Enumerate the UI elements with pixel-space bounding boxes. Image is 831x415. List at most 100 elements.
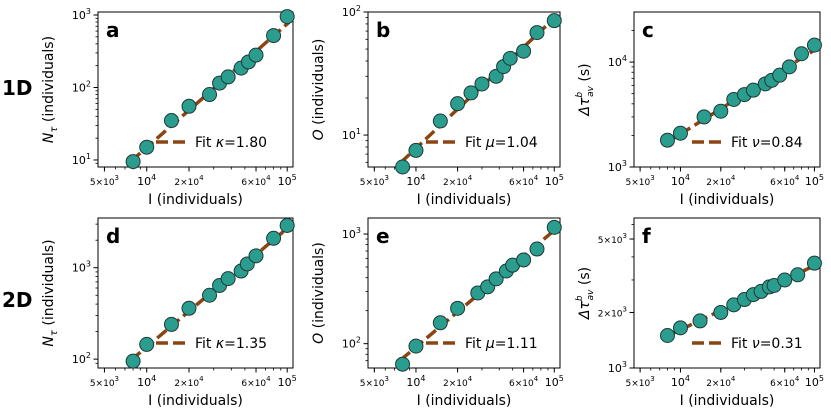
data-point [395, 159, 411, 175]
y-tick-label: 104 [608, 54, 627, 69]
data-point [248, 47, 264, 63]
y-tick-label: 103 [608, 159, 627, 174]
x-tick-label: 6×104 [509, 375, 539, 389]
x-tick-label: 105 [278, 173, 297, 188]
x-axis-label: I (individuals) [680, 192, 775, 208]
x-tick-label: 5×103 [360, 375, 389, 389]
x-tick-label: 105 [278, 374, 297, 389]
panel-letter: d [106, 224, 120, 248]
x-tick-label: 105 [805, 374, 824, 389]
x-axis-label: I (individuals) [148, 192, 243, 208]
data-point [266, 28, 282, 44]
x-axis-label: I (individuals) [680, 393, 775, 409]
plot-frame [633, 217, 821, 369]
data-point [745, 82, 761, 98]
y-tick-label: 103 [342, 226, 361, 241]
data-point [806, 37, 822, 53]
legend-label: Fit ν=0.84 [731, 135, 803, 151]
y-axis-label: Δτbav (s) [575, 267, 596, 320]
y-tick-label: 102 [342, 4, 361, 19]
data-point [790, 267, 806, 283]
x-tick-label: 2×104 [706, 375, 736, 389]
data-point [163, 113, 179, 129]
data-point [395, 356, 411, 372]
data-point [450, 300, 466, 316]
data-point [692, 313, 708, 329]
data-point [181, 300, 197, 316]
data-point [672, 320, 688, 336]
y-axis-label: Δτbav (s) [575, 63, 596, 116]
data-point [181, 98, 197, 114]
data-point [713, 103, 729, 119]
data-point [279, 217, 295, 233]
x-tick-label: 5×103 [90, 375, 119, 389]
data-point [546, 219, 562, 235]
y-axis-label: Nτ (individuals) [41, 36, 60, 143]
legend-label: Fit κ=1.80 [195, 135, 267, 151]
data-point [793, 46, 809, 62]
data-point [502, 50, 518, 66]
x-tick-label: 5×103 [360, 174, 389, 188]
legend-label: Fit κ=1.35 [195, 336, 267, 352]
data-point [806, 255, 822, 271]
panel-f: 5×103 104 2×104 6×104 105 103 2×103 5×103 Fit ν=… [575, 217, 824, 409]
data-point [432, 315, 448, 331]
legend-label: Fit μ=1.11 [465, 336, 538, 352]
x-tick-label: 105 [545, 173, 564, 188]
data-point [546, 13, 562, 29]
panel-c: 5×103 104 2×104 6×104 105 103 104 Fit ν=0.84 c I … [575, 11, 824, 208]
data-point [266, 230, 282, 246]
x-tick-label: 6×104 [509, 174, 539, 188]
x-tick-label: 6×104 [241, 375, 271, 389]
data-point [408, 338, 424, 354]
x-tick-label: 104 [671, 173, 690, 188]
x-tick-label: 2×104 [443, 375, 473, 389]
data-point [777, 272, 793, 288]
data-point [696, 109, 712, 125]
row-label-1d: 1D [2, 76, 33, 100]
plot-frame [97, 11, 294, 168]
plot-frame [633, 11, 821, 168]
y-axis-label: O (individuals) [311, 242, 327, 344]
panel-d: 5×103 104 2×104 6×104 105 102 103 Fit κ=1.35 d I … [41, 217, 297, 409]
data-point [163, 316, 179, 332]
x-tick-label: 5×103 [626, 375, 655, 389]
data-point [125, 353, 141, 369]
data-point [450, 96, 466, 112]
data-point [529, 241, 545, 257]
y-tick-label: 2×103 [598, 305, 627, 319]
panel-a: 5×103 104 2×104 6×104 105 101 102 103 Fit κ=1.80… [41, 7, 297, 208]
data-point [713, 304, 729, 320]
x-tick-label: 104 [137, 173, 156, 188]
x-tick-label: 104 [406, 173, 425, 188]
panel-letter: c [642, 18, 654, 42]
x-axis-label: I (individuals) [148, 393, 243, 409]
x-tick-label: 104 [406, 374, 425, 389]
row-label-2d: 2D [2, 288, 33, 312]
y-tick-label: 103 [72, 260, 91, 275]
data-point [772, 67, 788, 83]
y-tick-label: 101 [342, 127, 361, 142]
y-tick-label: 102 [72, 351, 91, 366]
x-tick-label: 105 [545, 374, 564, 389]
y-tick-label: 101 [72, 152, 91, 167]
x-tick-label: 2×104 [174, 174, 204, 188]
plot-frame [367, 11, 561, 168]
y-axis-label: Nτ (individuals) [41, 239, 60, 346]
x-tick-label: 6×104 [770, 174, 800, 188]
x-tick-label: 105 [805, 173, 824, 188]
legend-label: Fit ν=0.31 [731, 336, 803, 352]
panel-letter: a [106, 18, 120, 42]
data-point [659, 132, 675, 148]
data-point [659, 328, 675, 344]
data-point [408, 142, 424, 158]
data-point [202, 87, 218, 103]
data-point [432, 113, 448, 129]
x-tick-label: 2×104 [706, 174, 736, 188]
x-tick-label: 5×103 [90, 174, 119, 188]
x-axis-label: I (individuals) [417, 192, 512, 208]
x-tick-label: 5×103 [626, 174, 655, 188]
panel-b: 5×103 104 2×104 6×104 105 101 102 Fit μ=1.04 b I … [311, 4, 564, 208]
data-point [781, 59, 797, 75]
data-point [463, 85, 479, 101]
